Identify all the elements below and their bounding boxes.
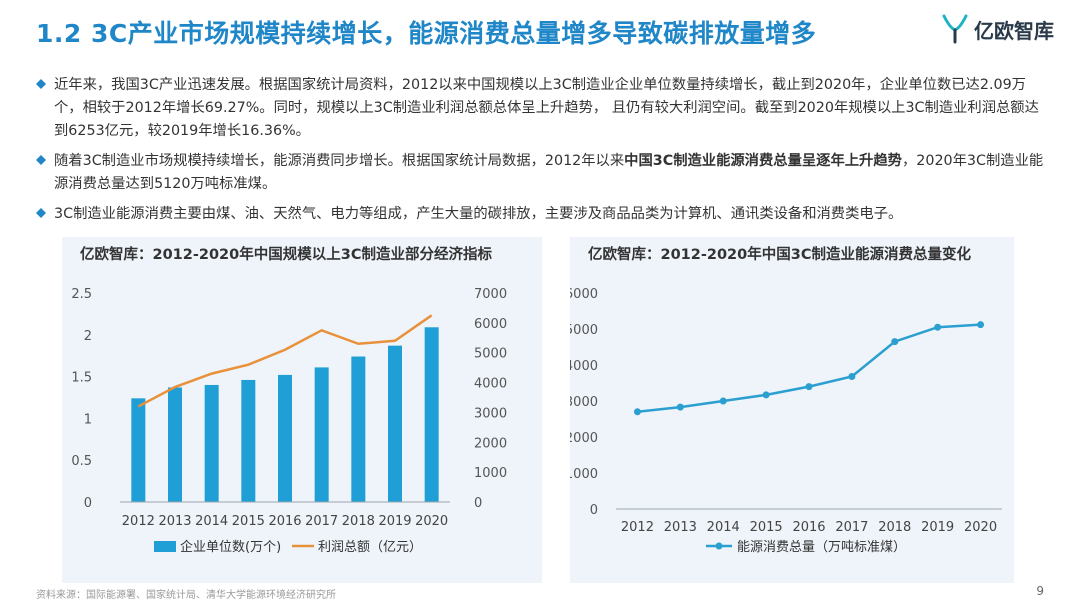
y-right-tick-label: 3000 — [474, 406, 507, 421]
x-tick-label: 2012 — [621, 520, 654, 535]
brand-logo: 亿欧智库 — [942, 14, 1054, 44]
bullet-text: 近年来，我国3C产业迅速发展。根据国家统计局资料，2012以来中国规模以上3C制… — [54, 77, 1039, 139]
data-point — [719, 397, 727, 405]
y-right-tick-label: 1000 — [474, 466, 507, 481]
y-right-tick-label: 2000 — [474, 436, 507, 451]
bar — [424, 327, 439, 502]
chart-energy-consumption: 0 1000 2000 3000 4000 5000 6000 2012 2013 2014 201… — [570, 287, 1002, 555]
bullet-text-post: ，2020年3C制造业能源消费总量达到5120万吨标准煤。 — [54, 153, 1044, 192]
y-tick-label: 3000 — [570, 395, 598, 410]
y-right-tick-label: 5000 — [474, 347, 507, 362]
y-right-tick-label: 4000 — [474, 377, 507, 392]
bullet-item: 3C制造业能源消费主要由煤、油、天然气、电力等组成，产生大量的碳排放，主要涉及商… — [36, 203, 1046, 226]
x-tick-label: 2014 — [707, 520, 740, 535]
logo-text: 亿欧智库 — [974, 18, 1054, 43]
chart-economic-indicators: 0 0.5 1 1.5 2 2.5 0 1000 2000 3000 4000 5000 6000 700… — [71, 287, 507, 555]
bar — [388, 345, 402, 502]
y-tick-label: 5000 — [570, 323, 598, 338]
legend-label: 企业单位数(万个) — [180, 539, 281, 555]
x-tick-label: 2018 — [878, 520, 911, 535]
data-point — [934, 323, 942, 331]
series-line-profit — [137, 314, 433, 408]
y-left-tick-label: 0.5 — [71, 454, 92, 469]
data-point — [848, 373, 856, 381]
x-tick-label: 2016 — [792, 520, 825, 535]
y-tick-label: 0 — [590, 503, 598, 518]
x-tick-label: 2017 — [305, 514, 338, 529]
bar — [241, 379, 256, 502]
x-tick-label: 2016 — [268, 514, 301, 529]
page-number: 9 — [1036, 584, 1044, 598]
y-tick-label: 6000 — [570, 287, 598, 302]
series-line-energy — [637, 323, 981, 414]
x-tick-label: 2020 — [415, 514, 448, 529]
bullet-item: 随着3C制造业市场规模持续增长，能源消费同步增长。根据国家统计局数据，2012年… — [36, 150, 1046, 196]
y-tick-label: 1000 — [570, 467, 598, 482]
y-right-tick-label: 0 — [474, 496, 482, 511]
data-point — [676, 403, 684, 411]
bar — [278, 374, 292, 502]
legend-swatch-marker — [715, 542, 723, 550]
x-tick-label: 2013 — [664, 520, 697, 535]
bar — [351, 356, 366, 502]
diamond-bullet-icon — [36, 208, 46, 218]
page-title: 1.2 3C产业市场规模持续增长，能源消费总量增多导致碳排放量增多 — [36, 19, 817, 48]
legend-label: 利润总额（亿元） — [318, 540, 422, 555]
y-tick-label: 4000 — [570, 359, 598, 374]
diamond-bullet-icon — [36, 155, 46, 165]
x-tick-label: 2020 — [964, 520, 997, 535]
x-tick-label: 2015 — [750, 520, 783, 535]
legend-label: 能源消费总量（万吨标准煤） — [737, 540, 906, 555]
x-tick-label: 2017 — [835, 520, 868, 535]
bar — [314, 367, 329, 502]
y-left-tick-label: 2.5 — [71, 287, 92, 302]
data-point — [977, 321, 985, 329]
bar — [168, 387, 182, 502]
data-point — [891, 338, 899, 346]
source-note: 资料来源：国际能源署、国家统计局、清华大学能源环境经济研究所 — [36, 590, 336, 601]
data-point — [633, 408, 641, 416]
x-tick-label: 2018 — [342, 514, 375, 529]
x-tick-label: 2014 — [195, 514, 228, 529]
y-right-tick-label: 7000 — [474, 287, 507, 302]
y-tick-label: 2000 — [570, 431, 598, 446]
x-tick-label: 2012 — [122, 514, 155, 529]
bullet-text-bold: 中国3C制造业能源消费总量呈逐年上升趋势 — [624, 153, 902, 169]
chart-title: 亿欧智库：2012-2020年中国3C制造业能源消费总量变化 — [588, 247, 971, 263]
y-left-tick-label: 2 — [84, 329, 92, 344]
bullet-text-pre: 随着3C制造业市场规模持续增长，能源消费同步增长。根据国家统计局数据，2012年… — [54, 153, 625, 169]
y-right-tick-label: 6000 — [474, 317, 507, 332]
legend-swatch-bar — [154, 541, 176, 552]
x-tick-label: 2019 — [921, 520, 954, 535]
data-point — [805, 383, 813, 391]
chart-panel-energy: 亿欧智库：2012-2020年中国3C制造业能源消费总量变化 0 1000 2000… — [570, 237, 1014, 583]
bullet-item: 近年来，我国3C产业迅速发展。根据国家统计局资料，2012以来中国规模以上3C制… — [36, 74, 1046, 143]
bullet-text: 3C制造业能源消费主要由煤、油、天然气、电力等组成，产生大量的碳排放，主要涉及商… — [54, 206, 903, 222]
data-point — [762, 391, 770, 399]
x-tick-label: 2013 — [158, 514, 191, 529]
y-left-tick-label: 1.5 — [71, 371, 92, 386]
bar — [204, 384, 219, 502]
chart-title: 亿欧智库：2012-2020年中国规模以上3C制造业部分经济指标 — [80, 247, 492, 263]
bullet-list: 近年来，我国3C产业迅速发展。根据国家统计局资料，2012以来中国规模以上3C制… — [36, 74, 1046, 233]
chart-panel-economic: 亿欧智库：2012-2020年中国规模以上3C制造业部分经济指标 0 0.5 1 1.… — [62, 237, 542, 583]
yiou-logo-icon — [942, 14, 968, 44]
diamond-bullet-icon — [36, 79, 46, 89]
bar — [131, 398, 146, 502]
x-tick-label: 2015 — [232, 514, 265, 529]
x-tick-label: 2019 — [378, 514, 411, 529]
y-left-tick-label: 1 — [84, 412, 92, 427]
y-left-tick-label: 0 — [84, 496, 92, 511]
